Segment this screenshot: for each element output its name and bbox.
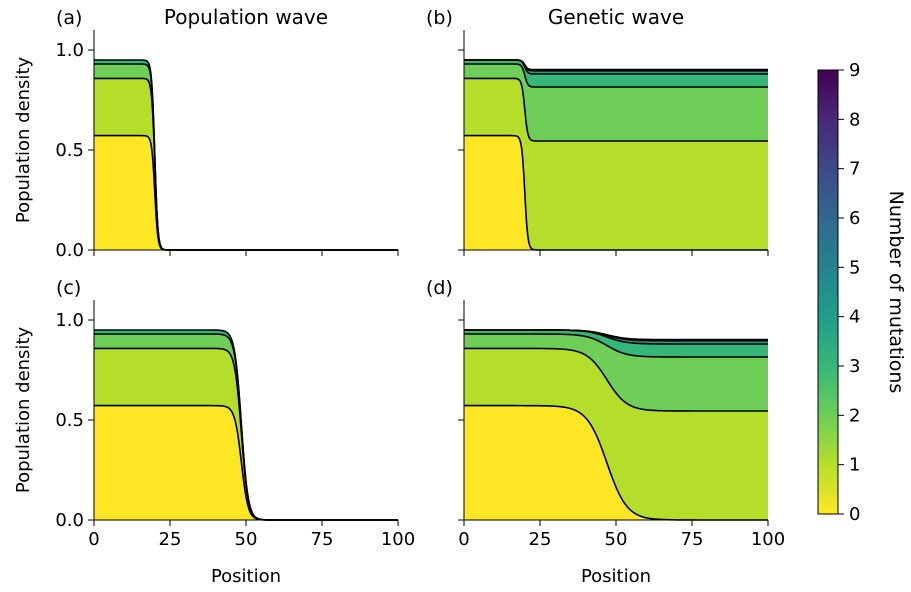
y-tick-label: 0.0 [55, 510, 84, 531]
panel-c: 0 25 50 75 100 0.0 0.5 1.0 Population density Pos… [13, 277, 415, 587]
band-1-mutations [464, 78, 768, 251]
x-tick-label: 100 [751, 529, 785, 550]
panel-b: (b) [426, 7, 769, 256]
y-tick-label: 0.5 [55, 410, 84, 431]
colorbar-label: Number of mutations [885, 191, 907, 394]
title-genetic-wave: Genetic wave [548, 5, 684, 29]
band-0-mutations [464, 405, 768, 520]
x-tick-label: 100 [381, 529, 415, 550]
x-tick-label: 75 [681, 529, 704, 550]
panel-a: 0.0 0.5 1.0 Population density (a) [13, 7, 399, 261]
y-axis-label: Population density [13, 57, 34, 224]
band-2-mutations [464, 64, 768, 141]
panel-label-b: (b) [426, 7, 453, 29]
boundary-line-1 [464, 347, 768, 412]
boundary-line-6 [464, 59, 768, 71]
band-2-mutations [464, 334, 768, 411]
band-3-mutations [464, 60, 768, 87]
x-tick-label: 25 [529, 529, 552, 550]
panel-d: 0 25 50 75 100 Position (d) [426, 277, 785, 587]
title-population-wave: Population wave [164, 5, 328, 29]
colorbar-gradient [817, 69, 839, 515]
y-tick-label: 0.0 [55, 240, 84, 261]
band-1-mutations [94, 348, 398, 520]
colorbar-tick-label: 0 [849, 504, 860, 525]
boundary-line-6 [464, 329, 768, 341]
y-axis-label: Population density [13, 327, 34, 494]
band-1-mutations [464, 348, 768, 520]
y-tick-label: 1.0 [55, 310, 84, 331]
y-tick-label: 1.0 [55, 40, 84, 61]
boundary-line-2 [464, 63, 768, 88]
band-4-mutations [464, 330, 768, 344]
x-tick-label: 0 [458, 529, 469, 550]
colorbar-tick-label: 4 [849, 307, 860, 328]
colorbar-tick-label: 6 [849, 208, 860, 229]
x-tick-label: 75 [311, 529, 334, 550]
panel-label-a: (a) [56, 7, 82, 29]
boundary-line-1 [464, 77, 768, 142]
band-0-mutations [94, 135, 398, 250]
x-tick-label: 25 [159, 529, 182, 550]
colorbar-tick-label: 2 [849, 405, 860, 426]
colorbar-tick-label: 9 [849, 60, 860, 81]
colorbar-tick-label: 3 [849, 356, 860, 377]
panel-label-d: (d) [426, 277, 453, 299]
panel-label-c: (c) [56, 277, 81, 299]
band-0-mutations [94, 405, 398, 520]
x-tick-label: 50 [235, 529, 258, 550]
boundary-line-2 [464, 333, 768, 358]
colorbar-tick-label: 5 [849, 257, 860, 278]
x-tick-label: 0 [88, 529, 99, 550]
x-tick-label: 50 [605, 529, 628, 550]
x-axis-label: Position [211, 566, 281, 587]
colorbar-tick-label: 7 [849, 159, 860, 180]
colorbar: 0 1 2 3 4 5 6 7 8 9 Number of mutations [817, 60, 907, 525]
y-tick-label: 0.5 [55, 140, 84, 161]
band-3-mutations [464, 330, 768, 357]
colorbar-tick-label: 8 [849, 109, 860, 130]
x-axis-label: Position [581, 566, 651, 587]
colorbar-tick-label: 1 [849, 455, 860, 476]
